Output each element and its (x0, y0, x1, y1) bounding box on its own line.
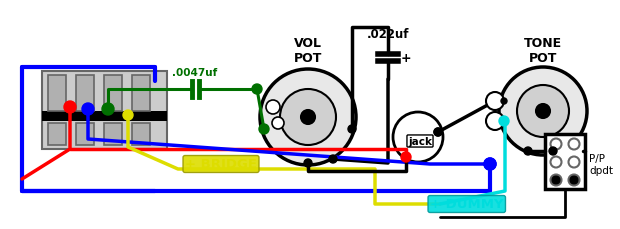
Text: P/P
dpdt: P/P dpdt (589, 153, 613, 175)
Bar (42, 72, 167, 149)
Circle shape (64, 101, 76, 114)
Circle shape (102, 104, 114, 115)
Circle shape (551, 157, 562, 168)
Text: jack: jack (408, 136, 432, 146)
Circle shape (393, 112, 443, 162)
Circle shape (434, 128, 442, 136)
Circle shape (280, 90, 336, 145)
Circle shape (484, 158, 496, 170)
Circle shape (260, 125, 268, 134)
Bar (545, 134, 585, 189)
Text: .0047uf: .0047uf (172, 68, 218, 78)
Circle shape (517, 86, 569, 137)
Circle shape (536, 105, 550, 118)
Circle shape (484, 158, 496, 170)
Circle shape (569, 175, 580, 186)
Circle shape (259, 124, 269, 134)
Bar (132, 123, 150, 145)
Text: + DUMMY: + DUMMY (430, 198, 503, 211)
Circle shape (304, 159, 312, 167)
Circle shape (570, 176, 578, 184)
Circle shape (401, 152, 411, 162)
Circle shape (524, 147, 532, 155)
Bar (104, 123, 122, 145)
Circle shape (272, 117, 284, 129)
Circle shape (260, 70, 356, 165)
Circle shape (82, 104, 94, 115)
Circle shape (501, 118, 507, 124)
Circle shape (329, 155, 337, 163)
Circle shape (252, 85, 262, 95)
Bar (76, 76, 94, 112)
Text: VOL
POT: VOL POT (294, 37, 322, 65)
Bar (104, 76, 122, 112)
Circle shape (123, 111, 133, 120)
Circle shape (486, 112, 504, 131)
Circle shape (552, 176, 560, 184)
Text: + BRIDGE: + BRIDGE (185, 158, 257, 171)
Circle shape (499, 117, 509, 126)
Bar (48, 123, 66, 145)
Circle shape (569, 157, 580, 168)
Circle shape (551, 175, 562, 186)
Circle shape (348, 125, 356, 134)
Circle shape (434, 128, 442, 136)
Bar (42, 112, 167, 121)
Text: +: + (401, 51, 412, 64)
Bar (48, 76, 66, 112)
Circle shape (551, 139, 562, 150)
Circle shape (486, 93, 504, 111)
Bar (76, 123, 94, 145)
Circle shape (549, 147, 557, 155)
Circle shape (501, 98, 507, 105)
Text: TONE
POT: TONE POT (524, 37, 562, 65)
Bar (132, 76, 150, 112)
Text: .022uf: .022uf (367, 28, 409, 41)
Circle shape (499, 68, 587, 155)
Circle shape (301, 111, 315, 124)
Circle shape (569, 139, 580, 150)
Circle shape (266, 101, 280, 114)
